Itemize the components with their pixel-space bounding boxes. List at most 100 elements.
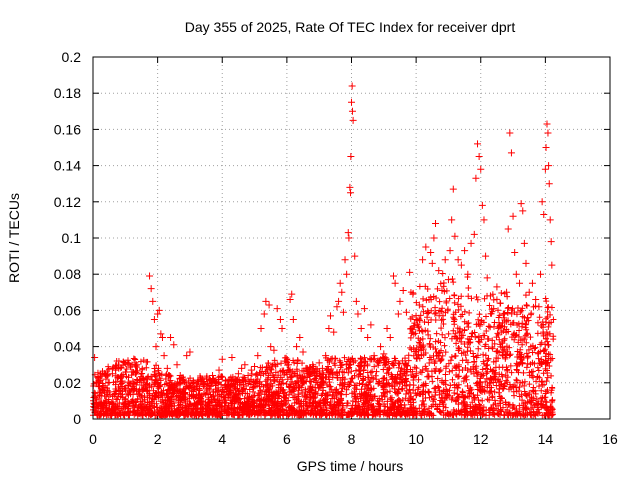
background-point — [532, 390, 539, 397]
background-point — [506, 386, 513, 393]
background-point — [492, 369, 499, 376]
data-point — [160, 352, 168, 360]
background-point — [437, 409, 444, 416]
background-point — [124, 408, 131, 415]
background-point — [473, 406, 480, 413]
background-point — [452, 330, 459, 337]
background-point — [465, 338, 472, 345]
background-point — [171, 400, 178, 407]
data-point — [336, 279, 344, 287]
background-point — [458, 338, 465, 345]
data-point — [380, 350, 388, 358]
background-point — [399, 385, 406, 392]
background-point — [183, 404, 190, 411]
background-point — [526, 381, 533, 388]
background-point — [428, 316, 435, 323]
background-point — [426, 341, 433, 348]
data-point — [357, 325, 365, 332]
background-point — [461, 406, 468, 413]
background-point — [376, 408, 383, 415]
background-point — [423, 297, 430, 304]
background-point — [425, 389, 432, 396]
background-point — [297, 374, 304, 381]
background-point — [261, 396, 268, 403]
data-point — [544, 129, 552, 137]
background-point — [240, 381, 247, 388]
background-point — [437, 357, 444, 364]
background-point — [545, 355, 552, 362]
background-point — [152, 380, 159, 387]
background-point — [261, 412, 268, 419]
background-point — [469, 412, 476, 419]
data-point — [517, 200, 525, 208]
background-point — [152, 412, 159, 419]
background-point — [408, 325, 415, 332]
data-point — [286, 296, 294, 304]
background-point — [228, 405, 235, 412]
background-point — [244, 394, 251, 401]
background-point — [450, 318, 457, 325]
background-point — [478, 336, 485, 343]
data-point — [509, 212, 517, 220]
background-point — [474, 296, 481, 303]
background-point — [475, 345, 482, 352]
background-point — [338, 388, 345, 395]
background-point — [522, 332, 529, 339]
background-point — [489, 344, 496, 351]
background-point — [385, 380, 392, 387]
background-point — [407, 334, 414, 341]
background-point — [523, 350, 530, 357]
background-point — [198, 392, 205, 399]
background-point — [504, 348, 511, 355]
background-point — [395, 386, 402, 393]
background-point — [240, 374, 247, 381]
background-point — [504, 309, 511, 316]
background-point — [251, 405, 258, 412]
background-point — [165, 382, 172, 389]
background-point — [335, 408, 342, 415]
background-point — [528, 409, 535, 416]
background-point — [542, 365, 549, 372]
data-point — [457, 261, 465, 269]
background-point — [453, 340, 460, 347]
background-point — [287, 388, 294, 395]
background-point — [480, 351, 487, 358]
background-point — [452, 352, 459, 359]
data-point — [528, 279, 536, 287]
data-point — [267, 343, 275, 351]
background-point — [151, 391, 158, 398]
background-point — [497, 395, 504, 402]
background-point — [358, 391, 365, 398]
data-point — [390, 272, 398, 280]
background-point — [490, 323, 497, 330]
background-point — [517, 308, 524, 315]
data-point — [470, 230, 478, 238]
background-point — [329, 355, 336, 362]
background-point — [476, 311, 483, 318]
background-point — [271, 389, 278, 396]
background-point — [195, 401, 202, 408]
background-point — [506, 352, 513, 359]
data-point — [128, 368, 136, 376]
background-point — [543, 298, 550, 305]
background-point — [239, 411, 246, 418]
data-point — [399, 286, 407, 294]
background-point — [486, 390, 493, 397]
background-point — [427, 335, 434, 342]
background-point — [366, 397, 373, 404]
background-point — [100, 387, 107, 394]
background-point — [523, 318, 530, 325]
background-point — [549, 411, 556, 418]
background-point — [470, 409, 477, 416]
background-point — [521, 378, 528, 385]
data-point — [288, 290, 296, 298]
background-point — [548, 372, 555, 379]
data-point — [278, 325, 286, 332]
data-point — [367, 321, 375, 329]
data-point — [511, 248, 519, 256]
background-point — [507, 351, 514, 358]
background-point — [255, 390, 262, 397]
background-point — [381, 400, 388, 407]
background-point — [529, 359, 536, 366]
background-point — [280, 387, 287, 394]
